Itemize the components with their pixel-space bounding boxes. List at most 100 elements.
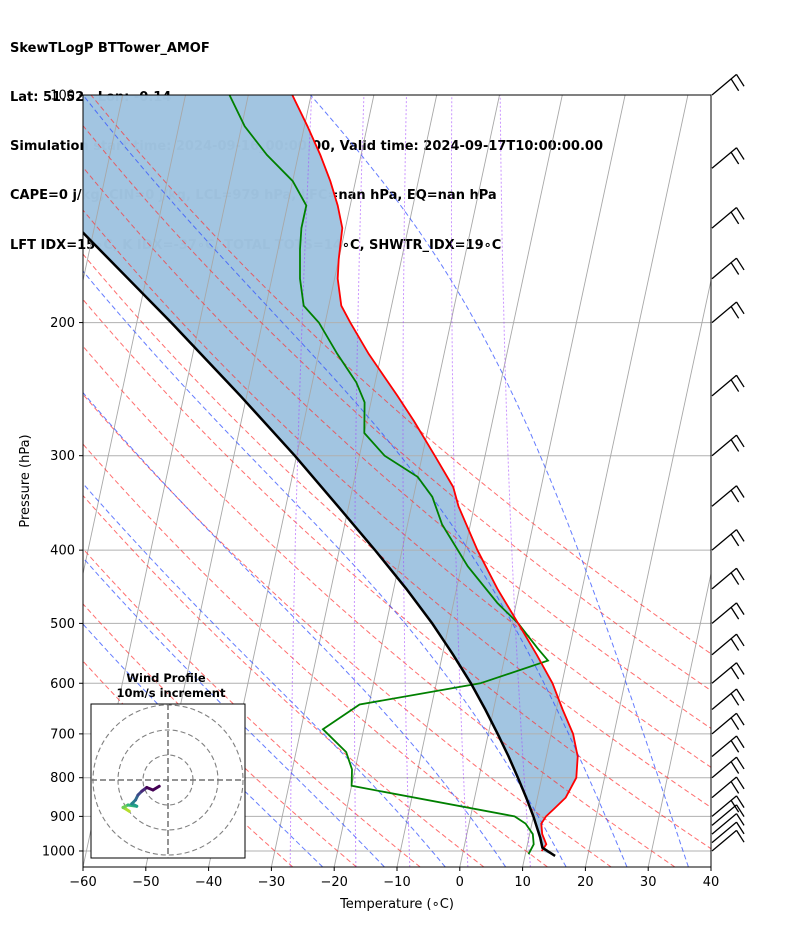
isotherm-line xyxy=(584,278,711,867)
isotherm-line xyxy=(83,95,124,283)
wind-barb-staff xyxy=(711,662,737,684)
hodograph-segment xyxy=(151,784,161,792)
sounding-lines xyxy=(83,95,579,857)
y-tick-label: 800 xyxy=(50,771,75,786)
wind-barb-staff xyxy=(711,73,737,96)
wind-barb xyxy=(711,207,745,229)
dewpoint-line xyxy=(228,95,550,855)
wind-barb-flag xyxy=(735,485,745,498)
wind-barb xyxy=(711,662,745,684)
wind-barb xyxy=(711,633,745,656)
wind-barb-staff xyxy=(711,374,737,397)
moist-adiabat xyxy=(83,482,446,867)
y-axis-label: Pressure (hPa) xyxy=(18,434,33,527)
x-tick-label: 0 xyxy=(456,875,464,890)
wind-barb-staff xyxy=(711,821,737,844)
wind-barb-flag xyxy=(735,529,745,542)
mixing-ratio-line xyxy=(353,95,365,867)
dry-adiabat xyxy=(83,345,676,867)
hodograph-title: Wind Profile xyxy=(126,671,206,685)
mixing-ratio-line xyxy=(499,95,531,867)
dry-adiabat xyxy=(90,95,711,655)
wind-barb-flag xyxy=(735,735,745,749)
wind-barb-staff xyxy=(711,633,737,656)
wind-barb-flag xyxy=(730,693,740,706)
moist-adiabat xyxy=(83,270,567,867)
wind-barb-staff xyxy=(711,434,737,457)
wind-barb-staff xyxy=(711,776,737,799)
wind-barb-flag xyxy=(735,795,745,808)
wind-barb-flag xyxy=(730,306,740,319)
isotherm-line xyxy=(270,95,438,867)
wind-barb-staff xyxy=(711,529,737,551)
y-tick-label: 200 xyxy=(50,316,75,331)
wind-barb xyxy=(711,301,745,324)
isotherm-line xyxy=(83,95,186,576)
temperature-line xyxy=(291,95,579,852)
y-tick-label: 900 xyxy=(50,810,75,825)
moist-adiabat xyxy=(83,95,628,867)
dry-adiabat xyxy=(83,253,711,808)
isotherm-line xyxy=(647,571,711,867)
header-title: SkewTLogP BTTower_AMOF xyxy=(10,40,210,56)
wind-barb-flag xyxy=(730,717,740,730)
moist-adiabat xyxy=(83,557,385,867)
y-tick-label: 500 xyxy=(50,617,75,632)
plot-area: −60 −50 −40 −30 −20 −10 0 10 20 30 40 1000 900 800 70… xyxy=(18,89,719,913)
dry-adiabat xyxy=(83,209,711,768)
x-axis: −60 −50 −40 −30 −20 −10 0 10 20 30 40 xyxy=(69,867,719,890)
wind-barb xyxy=(711,567,745,590)
y-axis: 1000 900 800 700 600 500 400 300 200 100 xyxy=(42,89,83,859)
wind-barb-flag xyxy=(735,688,745,702)
wind-barb-flag xyxy=(735,257,745,271)
wind-barb xyxy=(711,485,745,507)
wind-barb-staff xyxy=(711,567,737,590)
mixing-ratio-line xyxy=(289,95,313,867)
isotherm-line xyxy=(333,95,500,867)
wind-barb xyxy=(711,735,745,758)
wind-barb-staff xyxy=(711,756,737,779)
wind-barb xyxy=(711,804,745,826)
wind-barb-flag xyxy=(735,147,745,160)
wind-barb-staff xyxy=(711,712,737,735)
wind-barb-flag xyxy=(735,633,745,647)
wind-barb xyxy=(711,147,745,169)
y-tick-label: 400 xyxy=(50,544,75,559)
wind-barb-flag xyxy=(730,761,740,774)
wind-barb xyxy=(711,73,745,96)
dry-adiabat xyxy=(83,393,612,867)
hodograph-range-rings xyxy=(91,704,245,858)
wind-barb-staff xyxy=(711,301,737,324)
x-axis-label: Temperature (∘C) xyxy=(339,897,454,912)
wind-barb-flag xyxy=(735,434,745,448)
parcel-line xyxy=(83,230,556,857)
wind-barb-flag xyxy=(730,638,740,651)
wind-barb-flag xyxy=(730,781,740,794)
dry-adiabat xyxy=(83,124,711,692)
x-tick-label: −50 xyxy=(132,875,159,890)
dry-adiabat xyxy=(83,494,485,867)
wind-barb xyxy=(711,821,745,844)
dry-adiabat xyxy=(83,166,711,729)
isotherm-line xyxy=(396,95,563,867)
wind-barb-staff xyxy=(711,688,737,711)
wind-barb-staff xyxy=(711,602,737,624)
hodograph-inset: Wind Profile 10m/s increment xyxy=(90,671,246,859)
moist-adiabat xyxy=(310,95,689,867)
wind-barb xyxy=(711,795,745,817)
wind-barb-staff xyxy=(711,813,737,835)
cape-shading xyxy=(83,95,578,856)
x-tick-label: 10 xyxy=(514,875,531,890)
wind-barb xyxy=(711,529,745,551)
wind-barb xyxy=(711,712,745,735)
moist-adiabat xyxy=(83,623,324,867)
isotherm-line xyxy=(710,864,711,867)
x-tick-label: −20 xyxy=(320,875,347,890)
wind-barb xyxy=(711,776,745,799)
wind-barb xyxy=(711,374,745,397)
wind-barb-flag xyxy=(730,799,740,813)
x-tick-label: −30 xyxy=(258,875,285,890)
wind-barb xyxy=(711,688,745,711)
y-tick-label: 1000 xyxy=(42,844,75,859)
